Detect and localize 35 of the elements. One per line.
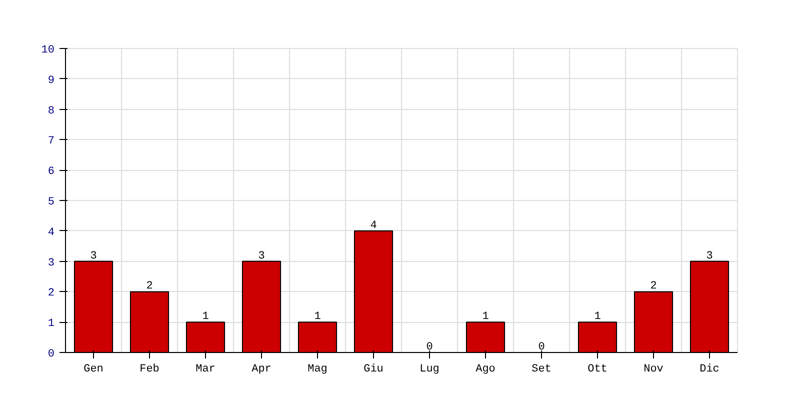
x-tick-label: Mag	[308, 364, 328, 376]
x-tick-label: Set	[532, 364, 552, 376]
x-tick-label: Feb	[140, 364, 160, 376]
data-label: 1	[202, 311, 210, 324]
x-tick-label: Apr	[252, 364, 272, 376]
data-label: 0	[426, 342, 433, 354]
data-label: 1	[482, 311, 490, 324]
data-label: 1	[314, 311, 322, 324]
data-label: 0	[538, 342, 545, 354]
y-tick-label: 3	[48, 257, 55, 270]
y-tick-label: 8	[48, 105, 55, 118]
data-label: 3	[258, 250, 265, 262]
data-label: 3	[90, 250, 97, 262]
x-tick-label: Gen	[84, 364, 104, 376]
y-tick-label: 10	[41, 44, 54, 56]
data-label: 4	[370, 220, 378, 232]
y-tick-label: 0	[48, 348, 55, 360]
y-tick-label: 4	[48, 226, 55, 239]
data-label: 2	[650, 280, 657, 293]
y-tick-label: 6	[48, 166, 55, 178]
y-tick-label: 2	[48, 288, 55, 300]
y-tick-label: 7	[48, 136, 55, 148]
x-tick-label: Ago	[476, 364, 496, 376]
data-label: 1	[594, 311, 602, 324]
y-tick-label: 5	[48, 196, 55, 208]
y-tick-label: 1	[48, 318, 55, 330]
x-tick-label: Nov	[644, 364, 664, 376]
y-tick-label: 9	[48, 74, 55, 87]
x-tick-label: Mar	[196, 364, 216, 376]
data-label: 2	[146, 280, 153, 293]
x-tick-label: Lug	[420, 364, 440, 376]
data-label: 3	[706, 250, 713, 262]
x-tick-label: Dic	[700, 364, 720, 376]
x-tick-label: Ott	[588, 364, 608, 376]
x-tick-label: Giu	[364, 364, 384, 376]
